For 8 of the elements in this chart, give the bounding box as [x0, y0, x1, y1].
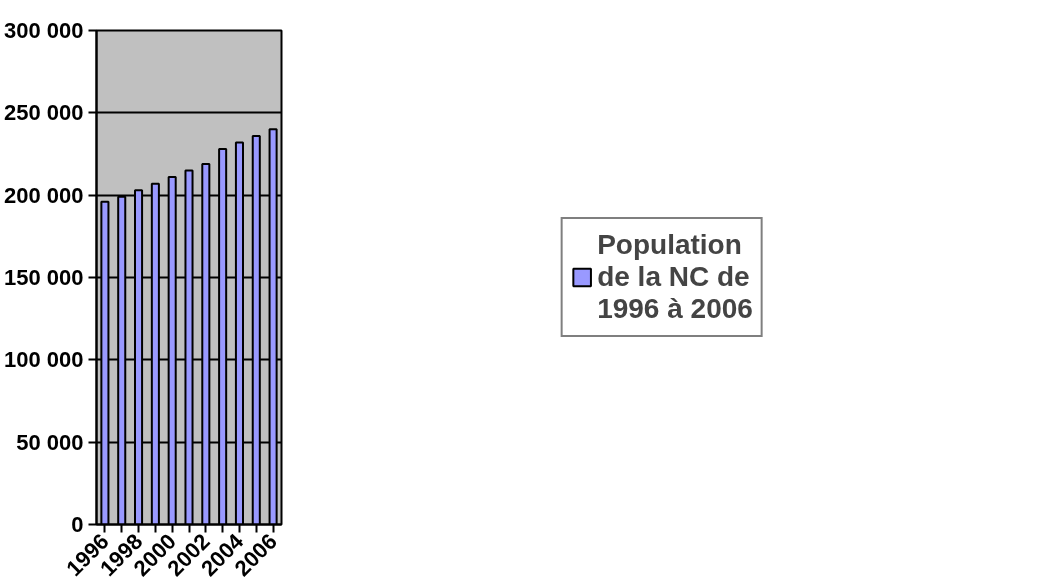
y-tick-label: 100 000 — [3, 347, 84, 373]
y-tick-label: 200 000 — [3, 182, 84, 208]
y-tick-label: 0 — [71, 512, 84, 537]
y-tick-label: 250 000 — [3, 100, 84, 126]
y-tick-label: 150 000 — [3, 265, 84, 290]
y-tick-label: 50 000 — [16, 429, 84, 455]
y-tick-label: 300 000 — [3, 18, 84, 43]
legend-label: Population de la NC de 1996 à 2006 — [597, 228, 753, 326]
